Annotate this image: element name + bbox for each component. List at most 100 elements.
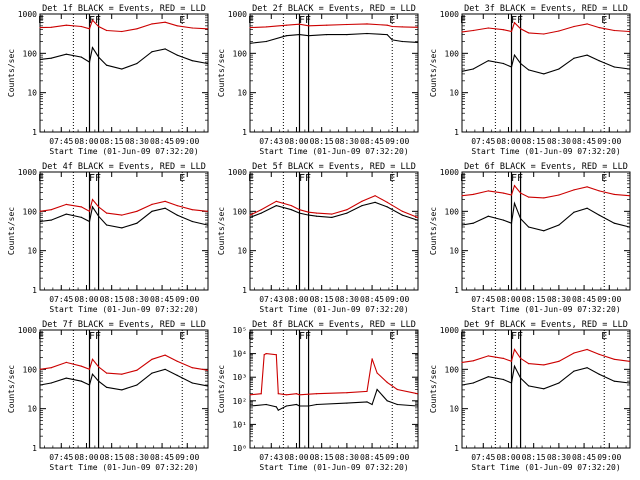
data-point [520,218,522,220]
data-point [164,354,166,356]
data-point [263,354,265,356]
plot-frame [461,329,631,449]
y-tick-label: 1000 [18,168,37,177]
data-point [472,382,474,384]
data-point [298,405,301,407]
x-axis-label: Start Time (01-Jun-09 07:32:20) [259,463,408,472]
x-tick-label: 07:45 [471,295,495,304]
data-point [386,400,388,402]
data-point [391,39,393,41]
data-point [39,27,41,29]
data-point [502,29,504,31]
data-point [106,29,108,32]
events-series-line [250,32,418,44]
data-point [513,22,516,24]
y-tick-label: 10⁰ [233,444,247,453]
data-point [91,19,94,21]
data-point [573,57,575,59]
x-tick-label: 08:45 [572,137,596,146]
data-point [308,214,310,216]
plot-frame [39,13,209,133]
detector-panel: Det 9f BLACK = Events, RED = LLD 1 10 100 10… [429,320,631,472]
panel-title: Det 4f BLACK = Events, RED = LLD [42,162,206,172]
data-point [461,384,463,386]
marker-letter: F [511,173,517,184]
data-point [65,203,67,205]
data-point [346,34,348,36]
data-point [249,214,251,216]
data-point [366,23,368,25]
x-tick-label: 08:30 [335,295,359,304]
data-point [558,360,560,362]
y-tick-label: 1000 [440,168,459,177]
plot-frame [39,171,209,291]
data-point [275,205,277,207]
data-point [39,220,41,223]
detector-panel: Det 3f BLACK = Events, RED = LLD 1 10 100 10… [429,4,631,156]
x-axis-label: Start Time (01-Jun-09 07:32:20) [471,305,620,314]
x-tick-label: 08:15 [100,137,124,146]
marker-letter: E [601,331,607,342]
data-point [472,193,474,195]
data-point [316,403,318,406]
data-point [249,394,251,396]
data-point [396,388,398,391]
data-point [164,207,166,209]
data-point [88,210,91,212]
y-tick-label: 1 [32,286,37,295]
panel-title: Det 2f BLACK = Events, RED = LLD [252,4,416,14]
data-point [206,28,208,30]
data-point [628,30,631,33]
data-point [366,32,368,35]
x-tick-label: 08:15 [522,453,546,462]
data-point [598,60,600,62]
data-point [121,227,123,229]
data-point [346,209,348,211]
data-point [510,382,513,384]
data-point [487,215,489,217]
data-point [416,26,418,28]
data-point [65,213,67,215]
marker-letter: F [517,15,523,26]
data-point [401,26,403,28]
data-point [88,61,91,63]
data-point [176,205,178,207]
x-tick-label: 08:15 [310,453,334,462]
detector-panel: Det 4f BLACK = Events, RED = LLD 1 10 100 10… [7,162,209,314]
data-point [298,209,301,211]
data-point [121,373,123,375]
data-point [191,382,193,384]
data-point [513,185,516,187]
data-point [371,403,373,406]
data-point [472,68,474,70]
data-point [586,186,588,188]
y-tick-label: 1000 [440,326,459,335]
data-point [176,54,178,56]
data-point [106,212,108,214]
y-tick-label: 1000 [18,10,37,19]
x-axis-label: Start Time (01-Jun-09 07:32:20) [259,147,408,156]
marker-letter: F [305,15,311,26]
data-point [361,205,363,207]
x-tick-label: 08:00 [74,453,98,462]
y-axis-label: Counts/sec [7,49,16,97]
y-axis-label: Counts/sec [429,365,438,413]
data-point [91,47,94,49]
marker-letter: E [389,15,395,26]
y-tick-label: 10⁵ [233,326,247,335]
data-point [91,373,94,375]
data-point [520,62,522,65]
data-point [376,388,378,391]
data-point [346,402,348,404]
data-point [98,206,100,208]
data-point [308,25,310,27]
data-point [164,200,166,202]
data-point [366,390,368,392]
x-axis-label: Start Time (01-Jun-09 07:32:20) [471,147,620,156]
data-point [586,207,588,209]
x-tick-label: 08:30 [547,295,571,304]
data-point [598,373,600,375]
data-point [528,226,530,228]
y-tick-label: 1 [454,444,459,453]
data-point [260,393,262,395]
